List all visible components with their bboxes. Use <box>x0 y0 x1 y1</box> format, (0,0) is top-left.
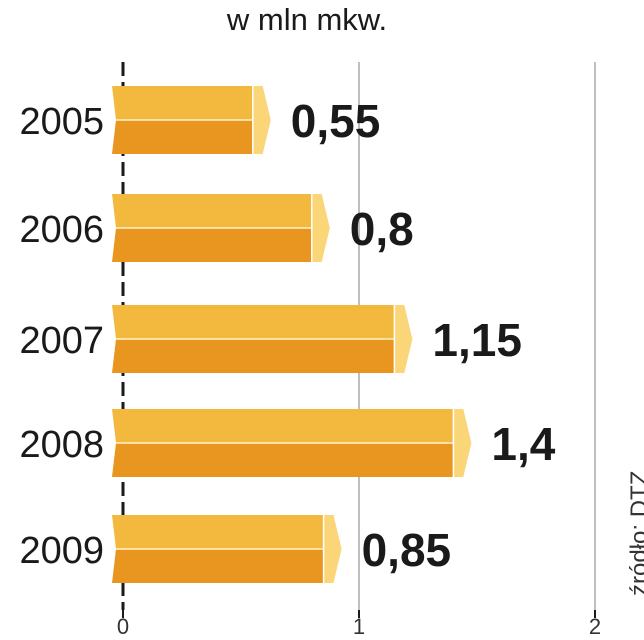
bar-2009-tip <box>323 515 342 583</box>
value-label-2006: 0,8 <box>350 203 414 255</box>
chart-title: w mln mkw. <box>226 2 388 37</box>
category-label-2007: 2007 <box>19 320 104 362</box>
bar-2007-top <box>112 305 395 339</box>
bar-2006-bottom <box>112 228 312 262</box>
source-note: źródło: DTZ <box>626 470 644 596</box>
x-tick-label-2: 2 <box>589 614 601 639</box>
value-label-2005: 0,55 <box>291 95 381 147</box>
category-label-2008: 2008 <box>19 424 104 466</box>
value-label-2009: 0,85 <box>362 524 452 576</box>
category-label-2009: 2009 <box>19 530 104 572</box>
bar-2005-bottom <box>112 120 253 154</box>
bar-2008-tip <box>453 409 472 477</box>
bar-2009-top <box>112 515 324 549</box>
x-tick-label-0: 0 <box>117 614 129 639</box>
bar-2006-tip <box>311 194 330 262</box>
value-label-2008: 1,4 <box>491 418 555 470</box>
bar-2009-bottom <box>112 549 324 583</box>
bar-2005-top <box>112 86 253 120</box>
bar-2008-bottom <box>112 443 454 477</box>
value-label-2007: 1,15 <box>432 314 522 366</box>
x-tick-label-1: 1 <box>353 614 365 639</box>
bar-2007-tip <box>394 305 413 373</box>
bar-2007-bottom <box>112 339 395 373</box>
bar-2005-tip <box>252 86 271 154</box>
category-label-2006: 2006 <box>19 209 104 251</box>
bar-2008-top <box>112 409 454 443</box>
bar-2006-top <box>112 194 312 228</box>
category-label-2005: 2005 <box>19 101 104 143</box>
